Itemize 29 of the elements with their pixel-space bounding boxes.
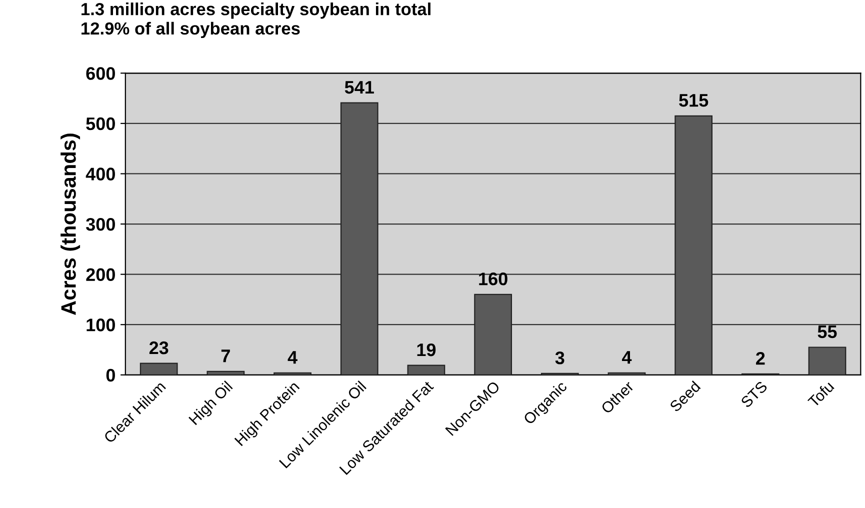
y-tick-label: 0 (106, 368, 115, 382)
data-label: 55 (818, 326, 837, 338)
data-label: 160 (479, 272, 508, 286)
y-axis-title: Acres (thousands) (60, 134, 80, 315)
data-label: 23 (149, 341, 168, 354)
x-tick-label: High Oil (188, 380, 236, 428)
bar (340, 102, 378, 375)
data-label: 19 (417, 343, 436, 356)
bar (474, 294, 512, 375)
chart-title: 1.3 million acres specialty soybean in total 12.9% of all soybean acres (82, 2, 430, 38)
x-tick-label: STS (740, 380, 768, 408)
x-tick-label: Tofu (807, 380, 834, 408)
data-label: 4 (622, 351, 632, 364)
y-tick-label: 100 (86, 318, 115, 332)
y-tick-label: 300 (86, 218, 115, 231)
bar (808, 346, 846, 375)
bar (407, 364, 446, 375)
bar (674, 115, 713, 375)
y-tick-label: 200 (86, 268, 115, 282)
data-label: 515 (679, 94, 708, 107)
y-tick-label: 600 (86, 67, 115, 80)
y-tick-label: 400 (86, 168, 115, 180)
data-label: 4 (288, 351, 298, 364)
y-tick-label: 500 (86, 117, 115, 130)
bar (140, 362, 178, 375)
data-label: 2 (756, 352, 765, 365)
data-label: 3 (555, 351, 564, 364)
data-label: 541 (344, 81, 374, 94)
data-label: 7 (221, 350, 230, 362)
